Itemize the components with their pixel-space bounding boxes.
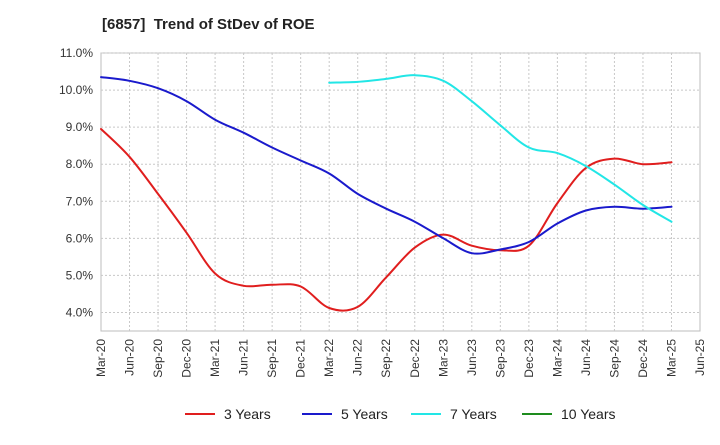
x-tick-label: Jun-22 bbox=[351, 339, 365, 376]
x-tick-label: Sep-21 bbox=[265, 339, 279, 378]
plot-frame bbox=[100, 52, 701, 332]
x-tick-label: Jun-21 bbox=[237, 339, 251, 376]
y-tick-label: 7.0% bbox=[66, 194, 94, 208]
x-tick-label: Sep-24 bbox=[607, 339, 621, 378]
y-tick-label: 5.0% bbox=[66, 268, 94, 282]
x-tick-label: Mar-24 bbox=[550, 339, 564, 377]
legend-label-3: 10 Years bbox=[561, 406, 616, 422]
y-tick-label: 10.0% bbox=[59, 83, 93, 97]
x-tick-label: Mar-25 bbox=[664, 339, 678, 377]
legend-label-1: 5 Years bbox=[341, 406, 388, 422]
x-tick-label: Mar-22 bbox=[322, 339, 336, 377]
legend-layer: 3 Years 5 Years 7 Years 10 Years bbox=[185, 406, 616, 422]
x-tick-label: Dec-24 bbox=[636, 339, 650, 378]
x-tick-label: Dec-23 bbox=[522, 339, 536, 378]
x-tick-label: Jun-24 bbox=[579, 339, 593, 376]
y-tick-label: 11.0% bbox=[60, 46, 93, 60]
y-tick-label: 4.0% bbox=[66, 305, 94, 319]
series-line-0 bbox=[100, 128, 673, 312]
x-tick-label: Dec-22 bbox=[408, 339, 422, 378]
x-tick-label: Jun-20 bbox=[123, 339, 137, 376]
x-tick-label: Sep-23 bbox=[493, 339, 507, 378]
y-tick-label: 6.0% bbox=[66, 231, 94, 245]
x-tick-label: Mar-20 bbox=[94, 339, 108, 377]
x-tick-label: Jun-25 bbox=[693, 339, 707, 376]
series-line-1 bbox=[100, 76, 673, 255]
x-tick-label: Sep-22 bbox=[379, 339, 393, 378]
y-tick-label: 9.0% bbox=[66, 120, 94, 134]
x-tick-label: Dec-21 bbox=[294, 339, 308, 378]
legend-label-2: 7 Years bbox=[450, 406, 497, 422]
x-tick-label: Jun-23 bbox=[465, 339, 479, 376]
legend-label-0: 3 Years bbox=[224, 406, 271, 422]
axis-layer: 4.0% 5.0% 6.0% 7.0% 8.0% 9.0% 10.0% 11.0% Mar-20… bbox=[59, 46, 707, 378]
grid-layer bbox=[100, 52, 701, 332]
x-tick-label: Dec-20 bbox=[180, 339, 194, 378]
series-layer bbox=[100, 74, 673, 312]
chart-title: [6857] Trend of StDev of ROE bbox=[102, 16, 315, 33]
x-tick-label: Mar-23 bbox=[436, 339, 450, 377]
series-line-2 bbox=[328, 74, 673, 223]
x-tick-label: Sep-20 bbox=[151, 339, 165, 378]
x-tick-label: Mar-21 bbox=[208, 339, 222, 377]
y-tick-label: 8.0% bbox=[66, 157, 94, 171]
